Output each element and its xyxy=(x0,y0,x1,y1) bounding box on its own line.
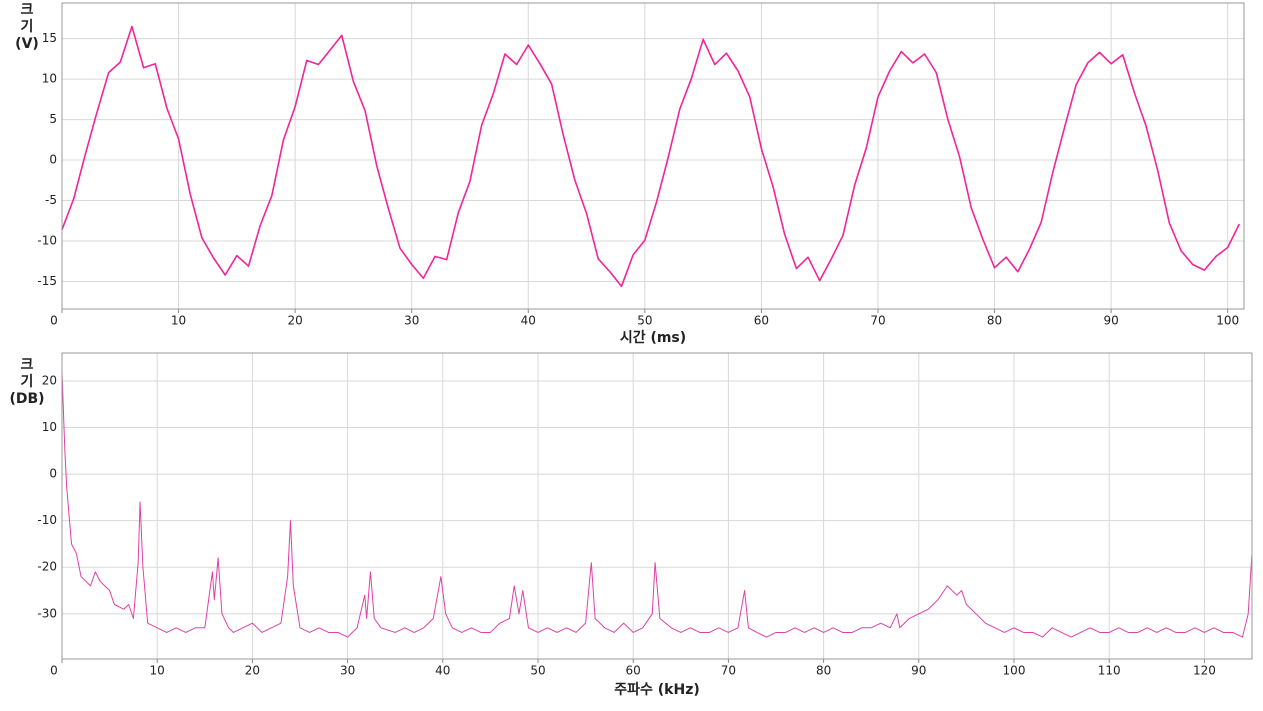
x-axis-label: 시간 (ms) xyxy=(620,329,686,346)
y-axis-label: 기 xyxy=(21,374,34,390)
x-tick-label: 20 xyxy=(287,314,302,328)
y-tick-label: -5 xyxy=(45,193,57,207)
x-tick-label: 40 xyxy=(521,314,536,328)
x-tick-label: 100 xyxy=(1003,664,1026,678)
plot-area xyxy=(62,353,1252,659)
y-tick-label: 10 xyxy=(42,72,57,86)
x-tick-label: 30 xyxy=(340,664,355,678)
x-tick-label: 90 xyxy=(911,664,926,678)
x-tick-label: 10 xyxy=(171,314,186,328)
x-tick-label: 80 xyxy=(816,664,831,678)
x-tick-label: 30 xyxy=(404,314,419,328)
y-tick-label: -30 xyxy=(37,606,57,620)
x-tick-label: 90 xyxy=(1103,314,1118,328)
x-tick-label: 100 xyxy=(1216,314,1239,328)
x-tick-label: 60 xyxy=(754,314,769,328)
y-tick-label: 15 xyxy=(42,31,57,45)
data-line xyxy=(61,371,1253,638)
x-tick-label: 0 xyxy=(50,664,58,678)
x-tick-label: 0 xyxy=(50,314,58,328)
x-tick-label: 20 xyxy=(245,664,260,678)
x-tick-label: 110 xyxy=(1098,664,1121,678)
plot-frame xyxy=(61,352,1253,660)
y-tick-label: 5 xyxy=(49,112,57,126)
y-axis-label: 기 xyxy=(21,19,34,35)
y-tick-label: -15 xyxy=(37,274,57,288)
x-tick-label: 80 xyxy=(987,314,1002,328)
x-axis-label: 주파수 (kHz) xyxy=(614,682,700,698)
x-tick-label: 120 xyxy=(1193,664,1216,678)
y-axis-label: (V) xyxy=(15,36,39,52)
y-axis-label: (DB) xyxy=(9,391,44,407)
x-tick-label: 70 xyxy=(870,314,885,328)
y-axis-label: 크 xyxy=(21,2,34,18)
plot-frame xyxy=(61,2,1245,310)
y-tick-label: 10 xyxy=(42,420,57,434)
y-tick-label: 20 xyxy=(42,373,57,387)
x-tick-label: 40 xyxy=(435,664,450,678)
y-tick-label: 0 xyxy=(49,153,57,167)
x-tick-label: 50 xyxy=(530,664,545,678)
plot-area xyxy=(62,3,1244,309)
y-tick-label: 0 xyxy=(49,467,57,481)
y-tick-label: -10 xyxy=(37,513,57,527)
x-tick-label: 50 xyxy=(637,314,652,328)
y-axis-label: 크 xyxy=(21,357,34,373)
y-tick-label: -10 xyxy=(37,234,57,248)
x-tick-label: 70 xyxy=(721,664,736,678)
y-tick-label: -20 xyxy=(37,560,57,574)
data-line xyxy=(61,25,1241,288)
x-tick-label: 60 xyxy=(626,664,641,678)
x-tick-label: 10 xyxy=(150,664,165,678)
